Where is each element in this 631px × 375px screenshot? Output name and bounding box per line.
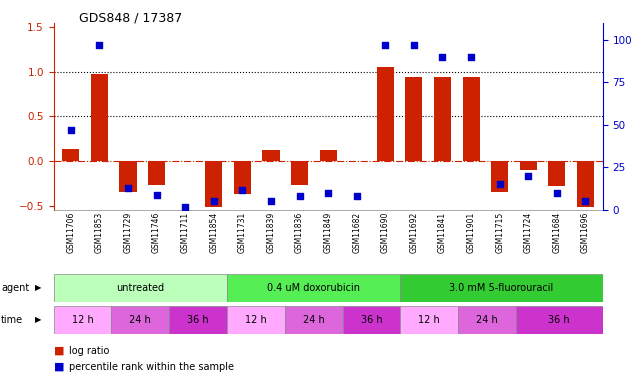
Bar	[463, 77, 480, 161]
Bar	[377, 67, 394, 161]
Point	[495, 182, 505, 188]
Bar	[434, 77, 451, 161]
Point	[237, 186, 247, 192]
Bar	[227, 306, 285, 334]
Bar	[400, 306, 458, 334]
Text: agent: agent	[1, 283, 30, 293]
Bar	[148, 161, 165, 185]
Bar	[319, 150, 337, 161]
Text: 3.0 mM 5-fluorouracil: 3.0 mM 5-fluorouracil	[449, 283, 553, 293]
Text: time: time	[1, 315, 23, 325]
Text: 24 h: 24 h	[476, 315, 498, 325]
Text: ■: ■	[54, 346, 64, 355]
Bar	[91, 74, 108, 161]
Text: ■: ■	[54, 362, 64, 372]
Text: 0.4 uM doxorubicin: 0.4 uM doxorubicin	[267, 283, 360, 293]
Text: 12 h: 12 h	[245, 315, 267, 325]
Point	[323, 190, 333, 196]
Point	[180, 204, 190, 210]
Text: log ratio: log ratio	[69, 346, 110, 355]
Bar	[491, 161, 508, 192]
Bar	[520, 161, 537, 170]
Point	[523, 173, 533, 179]
Point	[380, 42, 391, 48]
Text: ▶: ▶	[35, 315, 41, 324]
Point	[351, 194, 362, 200]
Text: 36 h: 36 h	[187, 315, 209, 325]
Point	[66, 127, 76, 133]
Point	[437, 54, 447, 60]
Bar	[233, 161, 251, 194]
Text: 24 h: 24 h	[129, 315, 151, 325]
Bar	[119, 161, 136, 192]
Point	[209, 198, 219, 204]
Text: 24 h: 24 h	[303, 315, 324, 325]
Bar	[62, 149, 80, 161]
Point	[95, 42, 105, 48]
Text: untreated: untreated	[116, 283, 165, 293]
Text: 12 h: 12 h	[418, 315, 440, 325]
Bar	[577, 161, 594, 207]
Text: 36 h: 36 h	[361, 315, 382, 325]
Bar	[112, 306, 169, 334]
Point	[266, 198, 276, 204]
Bar	[548, 161, 565, 186]
Text: 12 h: 12 h	[72, 315, 93, 325]
Bar	[227, 274, 400, 302]
Bar	[458, 306, 516, 334]
Text: ▶: ▶	[35, 284, 41, 292]
Text: 36 h: 36 h	[548, 315, 570, 325]
Bar	[54, 306, 112, 334]
Bar	[285, 306, 343, 334]
Point	[551, 190, 562, 196]
Bar	[169, 306, 227, 334]
Point	[151, 192, 162, 198]
Bar	[405, 77, 423, 161]
Bar	[400, 274, 603, 302]
Text: GDS848 / 17387: GDS848 / 17387	[79, 11, 182, 24]
Point	[409, 42, 419, 48]
Bar	[54, 274, 227, 302]
Point	[295, 194, 305, 200]
Point	[581, 198, 591, 204]
Point	[123, 185, 133, 191]
Bar	[262, 150, 280, 161]
Bar	[291, 161, 308, 185]
Point	[466, 54, 476, 60]
Bar	[205, 161, 222, 207]
Bar	[516, 306, 603, 334]
Bar	[343, 306, 400, 334]
Text: percentile rank within the sample: percentile rank within the sample	[69, 362, 234, 372]
